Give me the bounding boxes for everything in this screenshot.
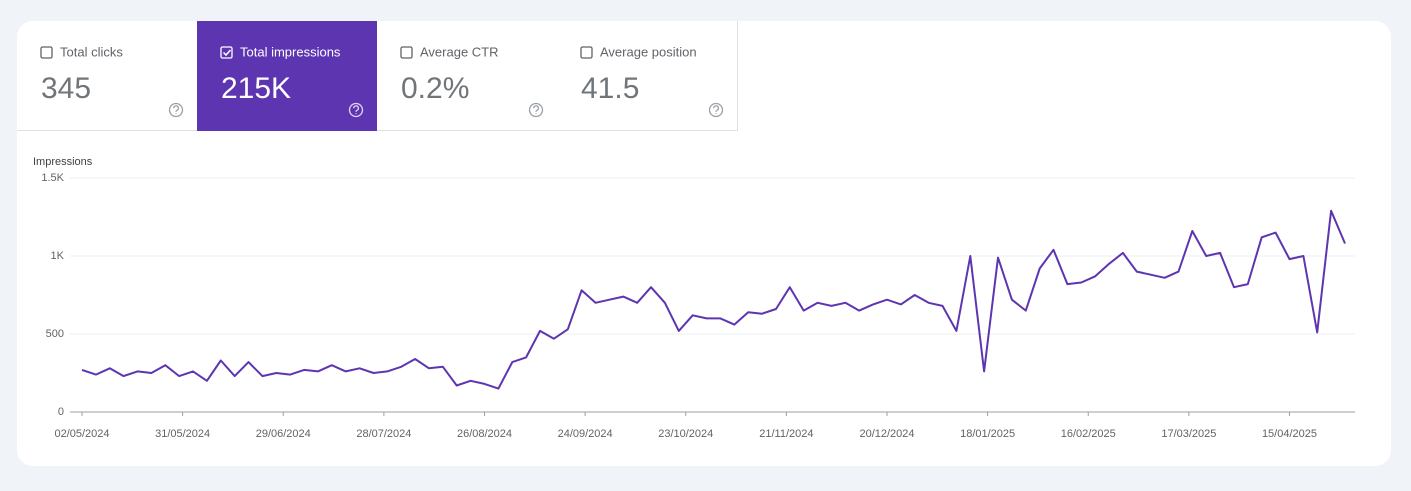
metric-value: 41.5 <box>581 72 639 105</box>
y-tick-label: 500 <box>46 328 64 340</box>
chart: Impressions 0 500 1K 1.5K 02/05/2024 31/05/20… <box>33 156 1355 440</box>
metric-value: 0.2% <box>401 72 469 105</box>
checkbox[interactable] <box>220 46 233 59</box>
x-tick-label: 26/08/2024 <box>457 428 512 440</box>
tile-bg <box>197 21 377 131</box>
x-tick-label: 17/03/2025 <box>1161 428 1216 440</box>
card <box>17 21 1391 466</box>
y-tick-label: 0 <box>58 406 64 418</box>
x-tick-label: 02/05/2024 <box>54 428 109 440</box>
metric-tile[interactable]: Average position 41.5 <box>557 21 738 131</box>
x-tick-label: 15/04/2025 <box>1262 428 1317 440</box>
impressions-line <box>81 209 1346 390</box>
metric-label: Average CTR <box>420 44 499 59</box>
metric-label: Average position <box>600 44 697 59</box>
help-icon-glyph <box>713 105 720 114</box>
x-tick-label: 21/11/2024 <box>759 428 813 440</box>
x-tick-label: 24/09/2024 <box>558 428 613 440</box>
x-tick-label: 28/07/2024 <box>356 428 411 440</box>
metric-tile[interactable]: Total clicks 345 <box>17 44 197 131</box>
checkmark <box>222 49 232 57</box>
help-icon[interactable] <box>708 102 724 118</box>
metric-tiles: Total clicks 345 Total impressions 215K Aver… <box>17 21 738 131</box>
x-tick-label: 20/12/2024 <box>859 428 914 440</box>
metric-value: 345 <box>41 72 91 105</box>
help-icon-glyph <box>533 105 540 114</box>
metric-value: 215K <box>221 72 291 105</box>
x-tick-label: 18/01/2025 <box>960 428 1015 440</box>
y-tick-label: 1K <box>51 250 65 262</box>
metric-label: Total clicks <box>60 44 123 59</box>
help-icon-glyph <box>353 105 360 114</box>
help-icon-glyph <box>173 105 180 114</box>
x-tick-label: 16/02/2025 <box>1061 428 1116 440</box>
help-icon[interactable] <box>168 102 184 118</box>
x-tick-label: 29/06/2024 <box>256 428 311 440</box>
metric-label: Total impressions <box>240 44 341 59</box>
checkbox[interactable] <box>40 46 53 59</box>
checkbox[interactable] <box>400 46 413 59</box>
x-tick-label: 23/10/2024 <box>658 428 713 440</box>
help-icon[interactable] <box>348 102 364 118</box>
y-tick-label: 1.5K <box>41 172 64 184</box>
help-icon[interactable] <box>528 102 544 118</box>
y-axis-label: Impressions <box>33 156 93 168</box>
x-tick-label: 31/05/2024 <box>155 428 210 440</box>
metric-tile[interactable]: Average CTR 0.2% <box>377 44 557 131</box>
checkbox[interactable] <box>580 46 593 59</box>
metric-tile[interactable]: Total impressions 215K <box>197 21 377 131</box>
